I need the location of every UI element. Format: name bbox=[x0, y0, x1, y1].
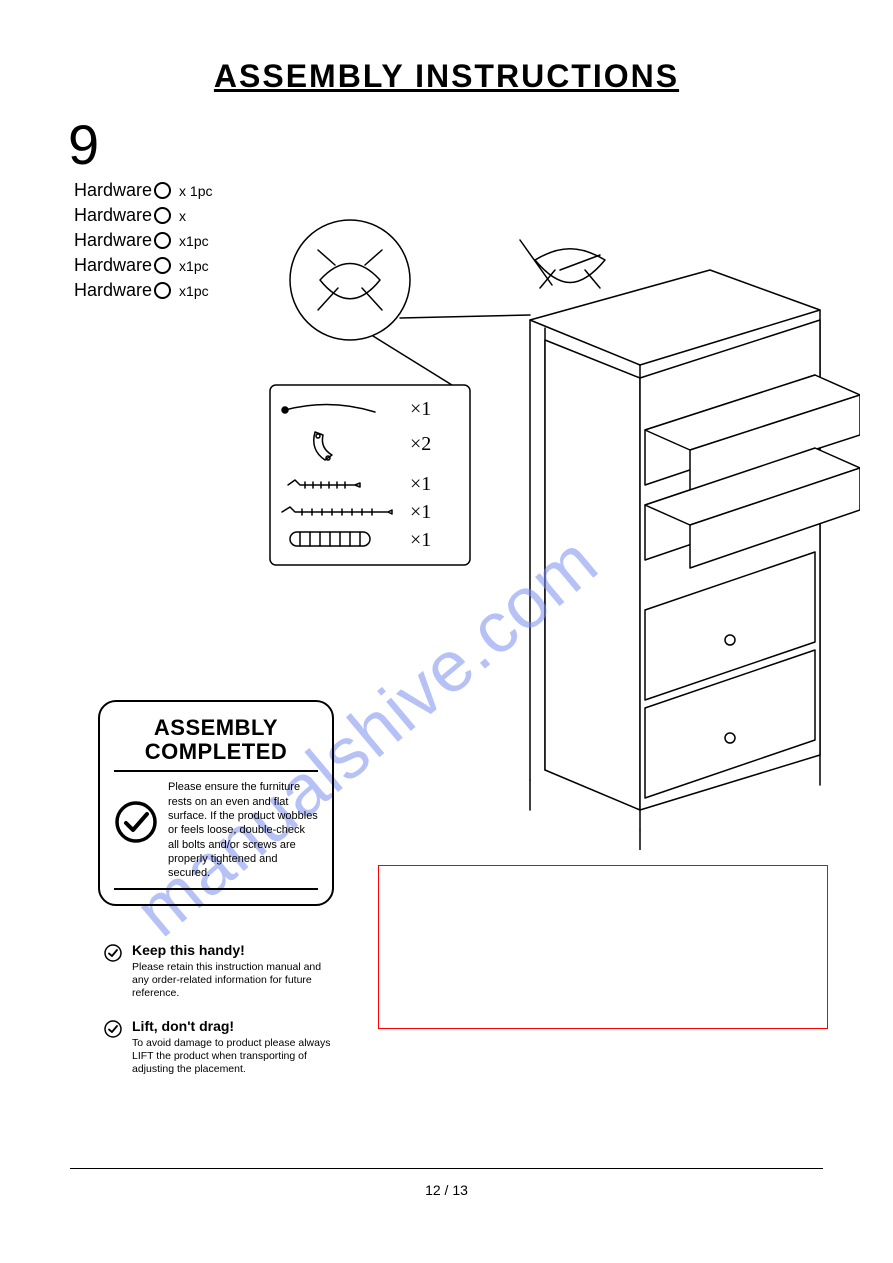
hardware-list: Hardware x 1pc Hardware x Hardware x1pc … bbox=[74, 180, 213, 305]
parts-qty: ×1 bbox=[410, 529, 431, 551]
footer-divider bbox=[70, 1168, 823, 1169]
page-total: 13 bbox=[452, 1182, 468, 1198]
hardware-label: Hardware bbox=[74, 180, 152, 201]
step-number: 9 bbox=[68, 112, 99, 177]
parts-qty: ×2 bbox=[410, 433, 431, 455]
hardware-row: Hardware x1pc bbox=[74, 280, 213, 301]
divider bbox=[114, 770, 318, 772]
hardware-label: Hardware bbox=[74, 255, 152, 276]
hardware-label: Hardware bbox=[74, 280, 152, 301]
assembly-diagram: ×1 ×2 ×1 ×1 ×1 bbox=[260, 210, 860, 850]
checkmark-circle-icon bbox=[104, 944, 122, 962]
page-number: 12 / 13 bbox=[0, 1182, 893, 1198]
hardware-label: Hardware bbox=[74, 230, 152, 251]
page-sep: / bbox=[441, 1182, 453, 1198]
parts-qty: ×1 bbox=[410, 398, 431, 420]
page-title: ASSEMBLY INSTRUCTIONS bbox=[0, 58, 893, 95]
hardware-qty: x1pc bbox=[179, 283, 209, 299]
hardware-label: Hardware bbox=[74, 205, 152, 226]
completed-title-line1: ASSEMBLY bbox=[114, 716, 318, 740]
divider bbox=[114, 888, 318, 890]
tip-lift-dont-drag: Lift, don't drag! To avoid damage to pro… bbox=[104, 1018, 334, 1076]
hardware-qty: x1pc bbox=[179, 258, 209, 274]
completed-title-line2: COMPLETED bbox=[114, 740, 318, 764]
assembly-completed-box: ASSEMBLY COMPLETED Please ensure the fur… bbox=[98, 700, 334, 906]
tip-text: To avoid damage to product please always… bbox=[132, 1037, 334, 1076]
tip-text: Please retain this instruction manual an… bbox=[132, 961, 334, 1000]
tip-title: Keep this handy! bbox=[132, 942, 334, 958]
hardware-circle-icon bbox=[154, 257, 171, 274]
hardware-row: Hardware x 1pc bbox=[74, 180, 213, 201]
hardware-circle-icon bbox=[154, 232, 171, 249]
annotation-red-box bbox=[378, 865, 828, 1029]
parts-qty: ×1 bbox=[410, 501, 431, 523]
hardware-row: Hardware x1pc bbox=[74, 230, 213, 251]
page-current: 12 bbox=[425, 1182, 441, 1198]
hardware-qty: x1pc bbox=[179, 233, 209, 249]
tip-keep-handy: Keep this handy! Please retain this inst… bbox=[104, 942, 334, 1000]
hardware-qty: x bbox=[179, 208, 186, 224]
hardware-circle-icon bbox=[154, 207, 171, 224]
hardware-circle-icon bbox=[154, 182, 171, 199]
hardware-row: Hardware x1pc bbox=[74, 255, 213, 276]
completed-text: Please ensure the furniture rests on an … bbox=[168, 780, 318, 880]
checkmark-circle-icon bbox=[104, 1020, 122, 1038]
checkmark-circle-icon bbox=[114, 800, 158, 844]
tip-title: Lift, don't drag! bbox=[132, 1018, 334, 1034]
hardware-row: Hardware x bbox=[74, 205, 213, 226]
hardware-circle-icon bbox=[154, 282, 171, 299]
parts-qty: ×1 bbox=[410, 473, 431, 495]
hardware-qty: x 1pc bbox=[179, 183, 212, 199]
